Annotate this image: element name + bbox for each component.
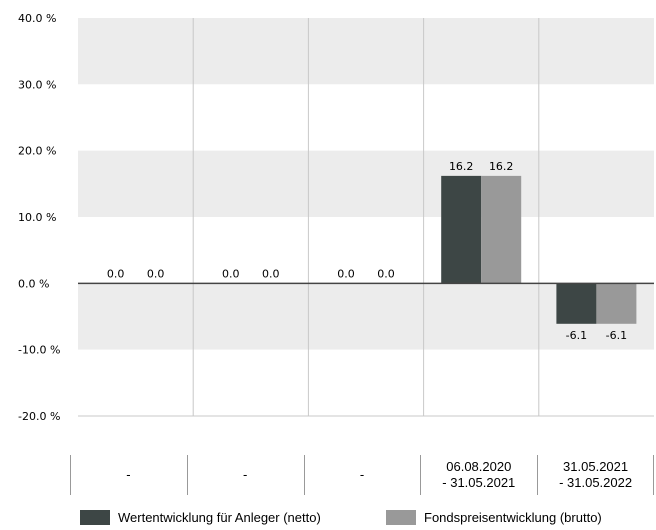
category-separator [420, 455, 422, 495]
y-tick-label: 40.0 % [18, 12, 56, 25]
bar [441, 175, 482, 284]
category-label: - [70, 455, 187, 495]
y-tick-label: -10.0 % [18, 344, 60, 357]
y-tick-label: 30.0 % [18, 78, 56, 91]
category-label-text: - [360, 467, 364, 483]
category-label-text: - [243, 467, 247, 483]
bar [556, 283, 597, 324]
category-separator [537, 455, 539, 495]
category-axis: - - -06.08.2020- 31.05.2021 31.05.2021- 31.… [70, 455, 654, 495]
legend-item-netto: Wertentwicklung für Anleger (netto) [80, 507, 321, 527]
legend-label-brutto: Fondspreisentwicklung (brutto) [424, 509, 602, 525]
grid-band [78, 18, 654, 85]
y-tick-label: -20.0 % [18, 410, 60, 423]
category-label: 31.05.2021- 31.05.2022 [537, 455, 654, 495]
data-label: 0.0 [222, 267, 240, 280]
grid-band [78, 217, 654, 284]
grid-band [78, 150, 654, 217]
category-label-line: 31.05.2021 [563, 459, 629, 474]
data-label: 0.0 [377, 267, 395, 280]
y-tick-label: 20.0 % [18, 145, 56, 158]
y-axis-ticks: 40.0 % 30.0 % 20.0 % 10.0 % 0.0 % -10.0 % -20.… [18, 12, 60, 423]
y-tick-label: 10.0 % [18, 211, 56, 224]
data-label: -6.1 [566, 329, 587, 342]
category-label-line: - [126, 467, 131, 482]
legend-swatch-brutto [386, 509, 416, 525]
category-separator [303, 455, 305, 495]
category-label-line: 06.08.2020 [446, 459, 512, 474]
bar-chart: 40.0 % 30.0 % 20.0 % 10.0 % 0.0 % -10.0 % -20.… [18, 12, 654, 423]
bars [441, 175, 637, 324]
category-separator [70, 455, 71, 495]
data-label: 16.2 [489, 160, 514, 173]
category-separator [653, 455, 654, 495]
legend: Wertentwicklung für Anleger (netto) Fond… [0, 507, 656, 527]
data-label: 0.0 [262, 267, 280, 280]
category-label-line: - [359, 467, 365, 482]
category-label-line: - 31.05.2022 [559, 475, 633, 490]
legend-item-brutto: Fondspreisentwicklung (brutto) [386, 507, 602, 527]
bar [596, 283, 637, 324]
category-label-line: - 31.05.2021 [442, 475, 516, 490]
data-labels: 0.0 0.0 0.0 16.2 -6.1 0.0 0.0 0.0 16.2 -6.1 [107, 160, 627, 342]
category-label-text: - [126, 467, 130, 483]
category-label: 06.08.2020- 31.05.2021 [420, 455, 537, 495]
category-label-line: - [243, 467, 248, 482]
vertical-gridlines [78, 18, 654, 417]
plot-background [78, 18, 654, 416]
category-separator [186, 455, 188, 495]
legend-swatch-netto [80, 509, 110, 525]
category-label-text: 06.08.2020- 31.05.2021 [442, 459, 515, 491]
data-label: 0.0 [107, 267, 125, 280]
data-label: 0.0 [337, 267, 355, 280]
data-label: 16.2 [449, 160, 474, 173]
legend-label-netto: Wertentwicklung für Anleger (netto) [118, 509, 321, 525]
grid-band [78, 84, 654, 151]
category-label-text: 31.05.2021- 31.05.2022 [559, 459, 632, 491]
bar [481, 175, 522, 284]
category-label: - [187, 455, 304, 495]
y-tick-label: 0.0 % [18, 277, 49, 290]
grid-band [78, 349, 654, 416]
category-label: - [304, 455, 421, 495]
data-label: -6.1 [606, 329, 627, 342]
data-label: 0.0 [147, 267, 165, 280]
